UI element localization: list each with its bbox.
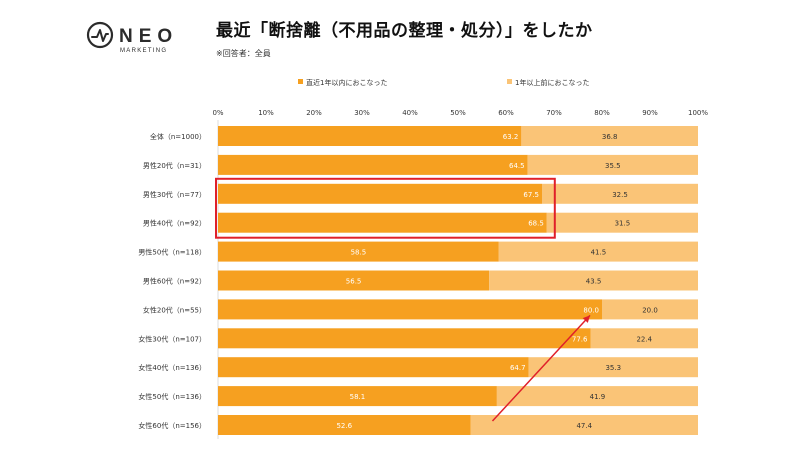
bar-segment	[218, 328, 591, 349]
bar-segment	[498, 241, 698, 262]
bar-segment	[218, 299, 602, 320]
category-label: 男性50代（n=118）	[138, 248, 206, 257]
value-label: 52.6	[336, 422, 352, 430]
value-label: 32.5	[612, 191, 628, 199]
category-label: 女性40代（n=136）	[138, 363, 206, 372]
value-label: 41.5	[591, 249, 607, 257]
category-label: 男性20代（n=31）	[143, 161, 206, 170]
category-label: 男性30代（n=77）	[143, 190, 206, 199]
category-label: 男性40代（n=92）	[143, 219, 206, 228]
value-label: 43.5	[586, 278, 602, 286]
bar-segment	[218, 183, 542, 204]
x-tick-label: 0%	[212, 109, 223, 117]
value-label: 64.7	[510, 364, 526, 372]
value-label: 36.8	[602, 133, 618, 141]
category-label: 男性60代（n=92）	[143, 277, 206, 286]
value-labels: 63.2 36.8 64.5 35.5 67.5 32.5 68.5 31.5 58.5 41.5…	[336, 133, 657, 430]
logo-main-text: NEO	[119, 26, 178, 47]
x-tick-label: 70%	[546, 109, 562, 117]
x-tick-label: 10%	[258, 109, 274, 117]
annotations	[215, 177, 591, 422]
value-label: 47.4	[576, 422, 592, 430]
bar-segment	[218, 212, 547, 233]
category-label: 女性20代（n=55）	[143, 305, 206, 314]
bar-segment	[489, 270, 698, 291]
logo-sub-text: MARKETING	[120, 48, 167, 54]
x-tick-label: 100%	[688, 109, 708, 117]
legend-label: 1年以上前におこなった	[515, 78, 589, 87]
bar-segment	[218, 270, 490, 291]
logo-circle-icon	[86, 21, 114, 49]
legend-swatch	[507, 79, 512, 84]
bar-segment	[521, 126, 698, 146]
x-tick-label: 40%	[402, 109, 418, 117]
highlight-box	[215, 177, 556, 239]
trend-arrow-head-icon	[582, 315, 590, 323]
x-tick-label: 60%	[498, 109, 514, 117]
page-title: 最近「断捨離（不用品の整理・処分）」をしたか	[216, 21, 593, 41]
x-tick-label: 20%	[306, 109, 322, 117]
bar-segment	[546, 212, 698, 233]
category-label: 女性60代（n=156）	[138, 421, 206, 430]
value-label: 58.5	[351, 249, 367, 257]
bar-segment	[542, 183, 698, 204]
value-label: 58.1	[350, 393, 366, 401]
bar-segment	[218, 126, 522, 146]
value-label: 41.9	[590, 393, 606, 401]
x-tick-label: 50%	[450, 109, 466, 117]
value-label: 64.5	[509, 162, 525, 170]
bar-segment	[218, 415, 471, 435]
respondent-note: ※回答者：全員	[216, 49, 271, 58]
value-label: 63.2	[503, 133, 519, 141]
category-label: 女性50代（n=136）	[138, 392, 206, 401]
category-labels: 全体（n=1000） 男性20代（n=31） 男性30代（n=77） 男性40代（n=…	[138, 132, 206, 430]
bar-segment	[528, 357, 698, 378]
category-label: 全体（n=1000）	[150, 132, 206, 141]
value-label: 20.0	[642, 306, 658, 314]
bar-segment	[496, 386, 698, 407]
bar-segment	[218, 241, 499, 262]
value-label: 77.6	[572, 335, 588, 343]
bar-segment	[590, 328, 698, 349]
neo-marketing-logo: NEO MARKETING	[86, 21, 178, 54]
legend-label: 直近1年以内におこなった	[306, 78, 387, 87]
value-label: 68.5	[528, 220, 544, 228]
category-label: 女性30代（n=107）	[138, 334, 206, 343]
logo-pulse-icon	[91, 29, 109, 42]
value-label: 67.5	[523, 191, 539, 199]
value-label: 22.4	[636, 335, 652, 343]
x-tick-label: 80%	[594, 109, 610, 117]
bars	[218, 126, 698, 435]
bar-segment	[218, 154, 528, 175]
value-label: 31.5	[615, 220, 631, 228]
value-label: 80.0	[583, 306, 599, 314]
legend-swatch	[298, 79, 303, 84]
chart-legend: 直近1年以内におこなった 1年以上前におこなった	[298, 78, 589, 87]
trend-arrow	[491, 314, 591, 422]
bar-segment	[218, 386, 497, 407]
bar-segment	[602, 299, 698, 320]
x-tick-label: 30%	[354, 109, 370, 117]
bar-segment	[218, 357, 529, 378]
bar-segment	[527, 154, 698, 175]
value-label: 35.5	[605, 162, 621, 170]
x-tick-label: 90%	[642, 109, 658, 117]
value-label: 56.5	[346, 278, 362, 286]
bar-segment	[470, 415, 698, 435]
value-label: 35.3	[605, 364, 621, 372]
